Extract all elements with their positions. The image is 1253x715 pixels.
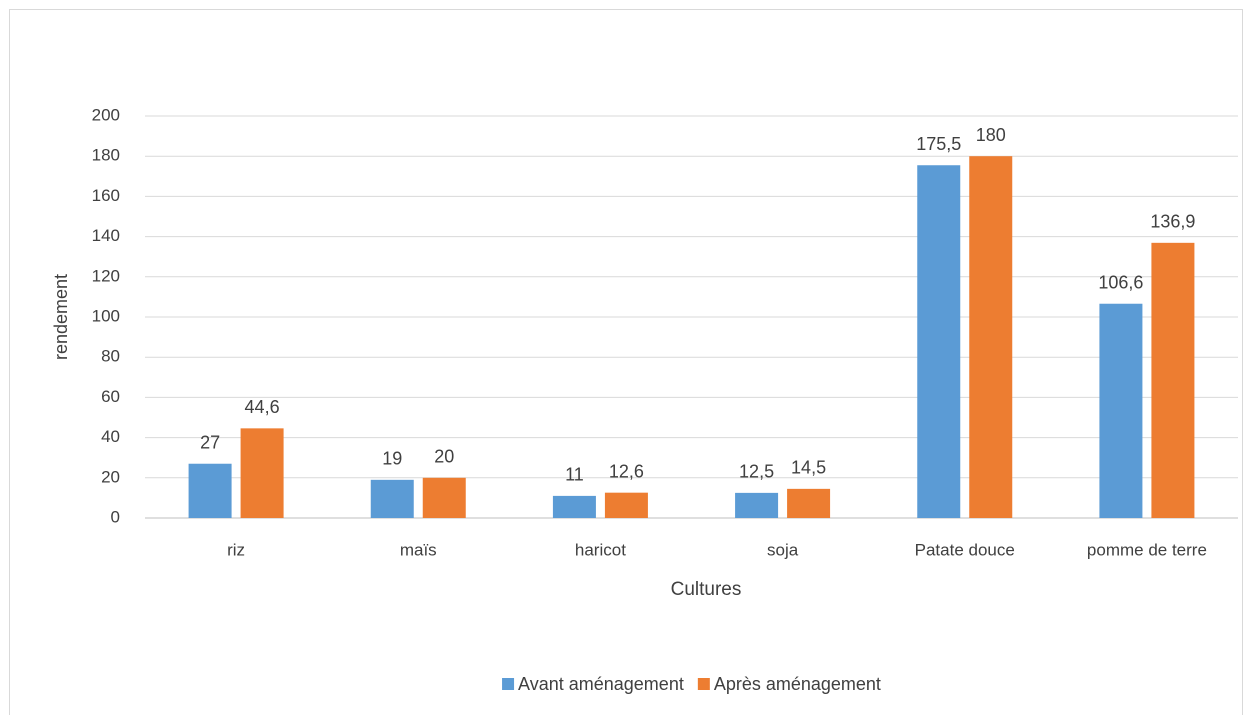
data-label: 136,9 [1150,212,1195,232]
y-tick-label: 80 [101,347,120,366]
bar [370,479,414,518]
data-label: 11 [565,465,584,485]
legend-label: Avant aménagement [518,674,684,694]
y-tick-label: 60 [101,387,120,406]
y-tick-label: 120 [92,266,120,285]
data-label: 106,6 [1098,272,1143,292]
bar [604,492,648,518]
data-label: 20 [434,447,454,467]
y-tick-label: 40 [101,427,120,446]
legend-swatch [697,678,710,690]
bar [917,165,961,518]
legend-label: Après aménagement [714,674,881,694]
bar [1099,303,1143,518]
chart-border [9,9,1243,715]
data-label: 14,5 [791,458,826,478]
y-tick-label: 20 [101,467,120,486]
bar [787,488,831,518]
data-label: 19 [382,449,402,469]
y-axis-title: rendement [51,274,71,360]
y-tick-label: 180 [92,146,120,165]
data-label: 44,6 [245,397,280,417]
x-tick-label: Patate douce [915,540,1015,559]
bar [422,477,466,518]
data-label: 27 [200,432,220,452]
x-axis-title: Cultures [671,579,742,600]
x-tick-label: maïs [400,540,437,559]
y-tick-label: 160 [92,186,120,205]
y-tick-label: 200 [92,105,120,124]
legend-swatch [502,678,515,690]
y-tick-label: 140 [92,226,120,245]
bar [969,156,1013,518]
x-tick-label: soja [767,540,799,559]
data-label: 12,6 [609,461,644,481]
x-tick-label: pomme de terre [1087,540,1207,559]
data-label: 180 [976,125,1006,145]
y-tick-label: 0 [111,507,120,526]
bar [240,428,284,518]
bar [552,495,596,518]
y-tick-label: 100 [92,306,120,325]
bar [188,463,232,518]
x-tick-label: riz [227,540,245,559]
bar [1151,242,1195,518]
bar [735,492,779,518]
data-label: 175,5 [916,134,961,154]
data-label: 12,5 [739,462,774,482]
x-tick-label: haricot [575,540,626,559]
